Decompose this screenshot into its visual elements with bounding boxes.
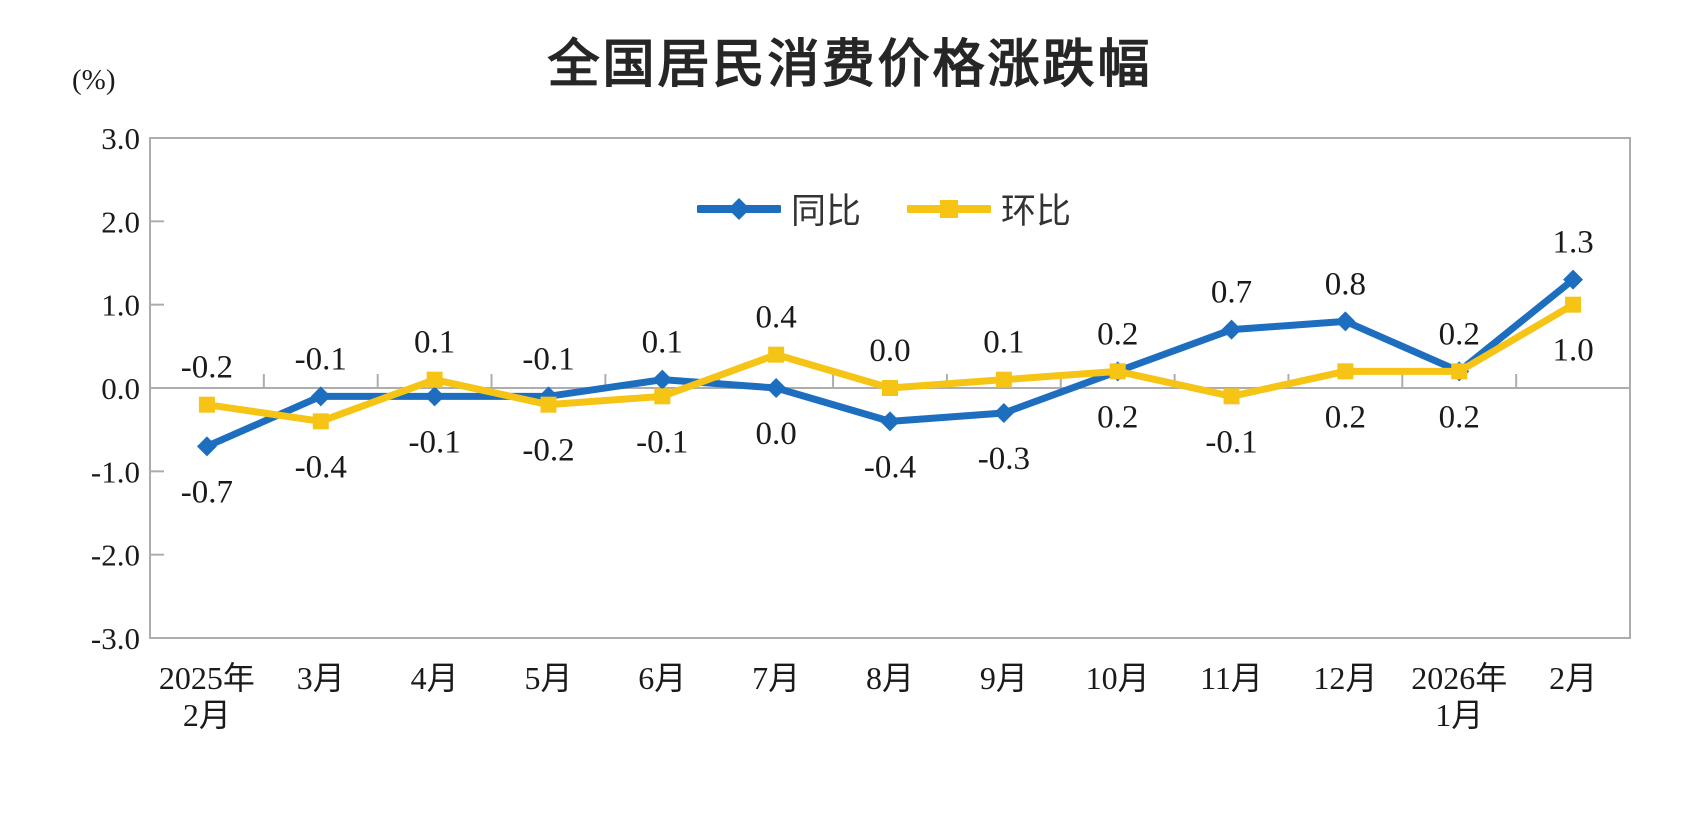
x-tick-label: 2026年 — [1411, 660, 1507, 696]
data-label: 1.3 — [1552, 225, 1593, 261]
data-label: -0.1 — [295, 341, 347, 377]
y-tick-label: 0.0 — [101, 371, 140, 406]
data-label: 0.2 — [1439, 399, 1480, 435]
chart-title: 全国居民消费价格涨跌幅 — [547, 36, 1153, 94]
data-label: -0.1 — [1205, 424, 1257, 460]
data-point-diamond — [880, 411, 900, 432]
data-point-square — [1565, 296, 1582, 313]
x-tick-label: 2月 — [183, 697, 231, 733]
data-point-diamond — [196, 436, 217, 457]
data-point-square — [312, 413, 329, 430]
x-tick-label: 2月 — [1549, 660, 1597, 696]
yoy-line-marker-icon — [697, 197, 781, 220]
x-tick-label: 8月 — [866, 660, 914, 696]
legend: 同比 环比 — [697, 183, 1071, 234]
legend-label-mom: 环比 — [1001, 192, 1072, 231]
data-point-square — [654, 388, 671, 405]
x-tick-label: 7月 — [752, 660, 800, 696]
data-point-square — [768, 346, 785, 363]
y-axis-unit-label: (%) — [72, 64, 116, 96]
data-label: -0.4 — [295, 449, 347, 485]
legend-label-yoy: 同比 — [791, 192, 862, 231]
y-tick-label: -1.0 — [91, 454, 140, 489]
data-point-diamond — [1335, 311, 1356, 332]
data-label: 0.8 — [1325, 266, 1366, 302]
x-tick-label: 3月 — [297, 660, 345, 696]
data-label: -0.1 — [408, 424, 460, 460]
data-point-diamond — [310, 386, 331, 407]
data-label: 0.7 — [1211, 275, 1252, 311]
data-label: 0.1 — [642, 325, 683, 361]
data-label: -0.1 — [522, 341, 574, 377]
x-tick-label: 9月 — [980, 660, 1028, 696]
x-tick-label: 12月 — [1313, 660, 1377, 696]
legend-item-mom: 环比 — [907, 183, 1071, 234]
x-tick-label: 10月 — [1086, 660, 1150, 696]
data-point-diamond — [424, 386, 445, 407]
data-label: 0.2 — [1097, 399, 1138, 435]
x-tick-label: 1月 — [1435, 697, 1483, 733]
data-point-diamond — [652, 369, 673, 390]
data-point-square — [1337, 363, 1354, 380]
series-mom — [198, 296, 1582, 430]
data-label: 0.0 — [756, 416, 797, 452]
x-tick-label: 4月 — [411, 660, 459, 696]
data-point-diamond — [1221, 319, 1242, 340]
y-tick-label: 2.0 — [101, 204, 140, 239]
data-point-square — [1451, 363, 1468, 380]
data-point-diamond — [766, 378, 787, 398]
data-label: 0.4 — [756, 300, 797, 336]
data-label: 0.1 — [983, 325, 1024, 361]
x-tick-label: 6月 — [638, 660, 686, 696]
data-label: 0.1 — [414, 325, 455, 361]
mom-line-marker-icon — [907, 199, 992, 218]
y-axis-labels: 3.0 2.0 1.0 0.0 -1.0 -2.0 -3.0 — [91, 121, 140, 656]
data-point-square — [540, 396, 557, 413]
data-point-diamond — [993, 403, 1014, 423]
data-labels: -0.7 -0.2 -0.1 -0.4 -0.1 0.1 -0.1 -0.2 0.1 -0.1 0.… — [181, 225, 1594, 511]
data-point-square — [1223, 388, 1240, 405]
data-point-square — [426, 371, 443, 388]
data-label: -0.2 — [522, 433, 574, 469]
data-label: 0.2 — [1439, 316, 1480, 352]
data-label: 1.0 — [1552, 333, 1593, 369]
data-label: -0.3 — [978, 441, 1030, 477]
data-point-square — [198, 396, 215, 413]
y-tick-label: 3.0 — [101, 121, 140, 156]
data-label: -0.4 — [864, 449, 916, 485]
data-point-square — [882, 380, 898, 396]
data-label: -0.2 — [181, 350, 233, 386]
y-tick-label: 1.0 — [101, 288, 140, 323]
data-label: -0.1 — [636, 424, 688, 460]
y-tick-label: -3.0 — [91, 621, 140, 656]
x-tick-label: 5月 — [524, 660, 572, 696]
x-tick-label: 11月 — [1200, 660, 1263, 696]
y-tick-label: -2.0 — [91, 538, 140, 573]
legend-item-yoy: 同比 — [697, 183, 861, 234]
data-point-diamond — [1563, 269, 1584, 290]
legend-diamond-marker — [728, 197, 750, 220]
legend-square-marker — [940, 199, 959, 218]
x-tick-label: 2025年 — [159, 660, 255, 696]
data-label: 0.2 — [1325, 399, 1366, 435]
data-label: -0.7 — [181, 474, 233, 510]
data-point-square — [1109, 363, 1126, 380]
data-label: 0.0 — [869, 333, 910, 369]
data-label: 0.2 — [1097, 316, 1138, 352]
data-point-square — [995, 371, 1012, 388]
